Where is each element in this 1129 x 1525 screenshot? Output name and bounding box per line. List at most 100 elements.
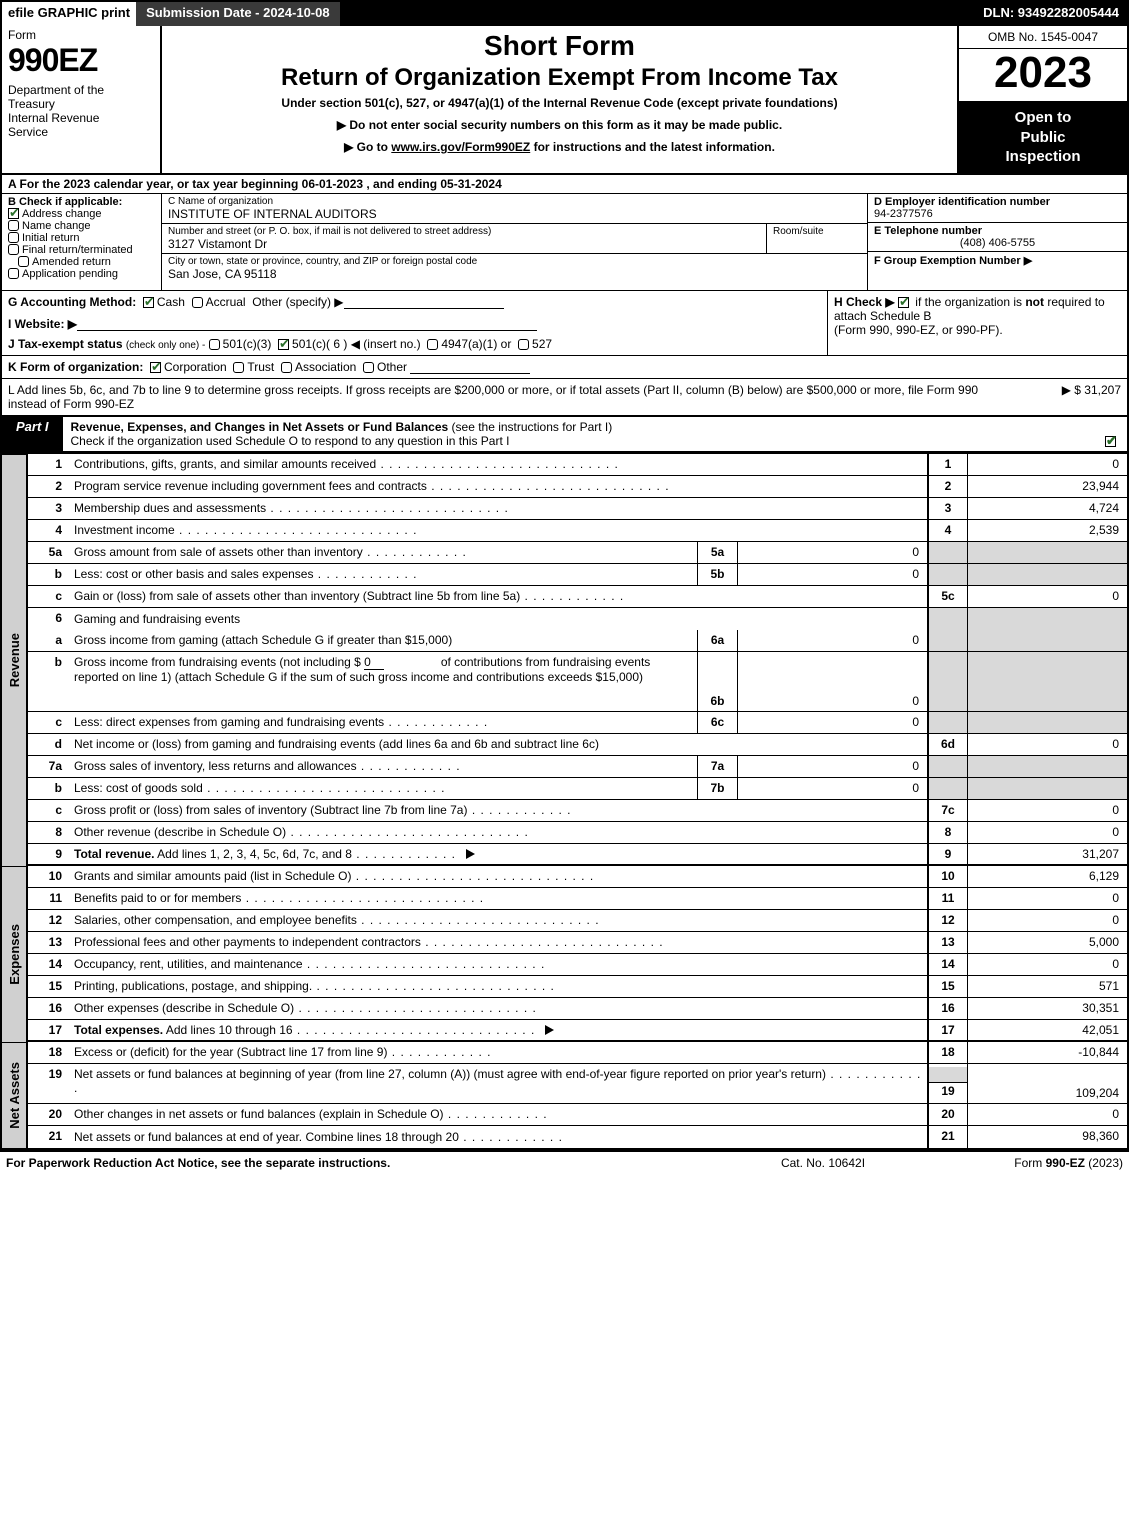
line-6b-contrib: 0: [364, 655, 384, 670]
line-7a-amount: 0: [737, 756, 927, 777]
efile-print-label[interactable]: efile GRAPHIC print: [2, 2, 136, 26]
chk-amended-return[interactable]: Amended return: [8, 256, 155, 268]
chk-trust[interactable]: [233, 362, 244, 373]
line-6c-amount: 0: [737, 712, 927, 733]
revenue-side-label: Revenue: [2, 454, 28, 866]
chk-other-org[interactable]: [363, 362, 374, 373]
chk-address-change[interactable]: Address change: [8, 208, 155, 220]
line-15-amount: 571: [967, 976, 1127, 997]
under-section: Under section 501(c), 527, or 4947(a)(1)…: [170, 96, 949, 110]
org-name-value: INSTITUTE OF INTERNAL AUDITORS: [168, 207, 861, 221]
line-6: 6 Gaming and fundraising events: [28, 608, 1127, 630]
city-label: City or town, state or province, country…: [168, 256, 861, 267]
group-exemption-cell: F Group Exemption Number ▶: [868, 252, 1127, 290]
chk-4947[interactable]: [427, 339, 438, 350]
line-13-amount: 5,000: [967, 932, 1127, 953]
line-9-amount: 31,207: [967, 844, 1127, 864]
form-ref: Form 990-EZ (2023): [923, 1156, 1123, 1170]
line-4-amount: 2,539: [967, 520, 1127, 541]
line-6c: c Less: direct expenses from gaming and …: [28, 712, 1127, 734]
line-15: 15 Printing, publications, postage, and …: [28, 976, 1127, 998]
line-21-amount: 98,360: [967, 1126, 1127, 1148]
line-9: 9 Total revenue. Add lines 1, 2, 3, 4, 5…: [28, 844, 1127, 866]
line-5b-amount: 0: [737, 564, 927, 585]
ein-value: 94-2377576: [874, 208, 1121, 220]
line-14-amount: 0: [967, 954, 1127, 975]
line-5a: 5a Gross amount from sale of assets othe…: [28, 542, 1127, 564]
line-2-amount: 23,944: [967, 476, 1127, 497]
chk-corporation[interactable]: [150, 362, 161, 373]
chk-association[interactable]: [281, 362, 292, 373]
chk-initial-return[interactable]: Initial return: [8, 232, 155, 244]
revenue-section: Revenue 1 Contributions, gifts, grants, …: [2, 452, 1127, 866]
line-8: 8 Other revenue (describe in Schedule O)…: [28, 822, 1127, 844]
line-17-amount: 42,051: [967, 1020, 1127, 1040]
line-g: G Accounting Method: Cash Accrual Other …: [2, 291, 827, 355]
street-value: 3127 Vistamont Dr: [168, 237, 760, 251]
line-a: A For the 2023 calendar year, or tax yea…: [2, 175, 1127, 194]
form-word: Form: [8, 28, 154, 42]
other-specify-field[interactable]: [344, 295, 504, 309]
line-21: 21 Net assets or fund balances at end of…: [28, 1126, 1127, 1148]
line-3: 3 Membership dues and assessments 3 4,72…: [28, 498, 1127, 520]
line-20: 20 Other changes in net assets or fund b…: [28, 1104, 1127, 1126]
line-5b: b Less: cost or other basis and sales ex…: [28, 564, 1127, 586]
ein-label: D Employer identification number: [874, 196, 1121, 208]
line-7a: 7a Gross sales of inventory, less return…: [28, 756, 1127, 778]
line-13: 13 Professional fees and other payments …: [28, 932, 1127, 954]
line-18-amount: -10,844: [967, 1042, 1127, 1063]
part1-title: Revenue, Expenses, and Changes in Net As…: [63, 416, 1127, 452]
room-cell: Room/suite: [767, 224, 867, 253]
part1-label: Part I: [2, 416, 63, 452]
omb-number: OMB No. 1545-0047: [959, 26, 1127, 49]
chk-schedule-o[interactable]: [1105, 436, 1116, 447]
chk-accrual[interactable]: [192, 297, 203, 308]
form-container: efile GRAPHIC print Submission Date - 20…: [0, 0, 1129, 1152]
line-10-amount: 6,129: [967, 866, 1127, 887]
chk-527[interactable]: [518, 339, 529, 350]
box-d-e-f: D Employer identification number 94-2377…: [867, 194, 1127, 290]
form-number: 990EZ: [8, 42, 154, 79]
line-12-amount: 0: [967, 910, 1127, 931]
line-16-amount: 30,351: [967, 998, 1127, 1019]
org-name-label: C Name of organization: [168, 196, 861, 207]
other-org-field[interactable]: [410, 360, 530, 374]
line-l: L Add lines 5b, 6c, and 7b to line 9 to …: [2, 379, 1127, 416]
chk-cash[interactable]: [143, 297, 154, 308]
expenses-section: Expenses 10 Grants and similar amounts p…: [2, 866, 1127, 1042]
line-11: 11 Benefits paid to or for members 11 0: [28, 888, 1127, 910]
dln-number: DLN: 93492282005444: [975, 2, 1127, 26]
tel-value: (408) 406-5755: [874, 237, 1121, 249]
header-center: Short Form Return of Organization Exempt…: [162, 26, 957, 173]
chk-final-return[interactable]: Final return/terminated: [8, 244, 155, 256]
line-i: I Website: ▶: [8, 317, 821, 331]
chk-501c[interactable]: [278, 339, 289, 350]
net-assets-body: 18 Excess or (deficit) for the year (Sub…: [28, 1042, 1127, 1148]
chk-name-change[interactable]: Name change: [8, 220, 155, 232]
tax-year: 2023: [959, 49, 1127, 102]
line-19: 19 Net assets or fund balances at beginn…: [28, 1064, 1127, 1104]
irs-link[interactable]: www.irs.gov/Form990EZ: [391, 140, 530, 154]
catalog-no: Cat. No. 10642I: [723, 1156, 923, 1170]
line-6d: d Net income or (loss) from gaming and f…: [28, 734, 1127, 756]
goto-line: ▶ Go to www.irs.gov/Form990EZ for instru…: [170, 140, 949, 154]
header-right: OMB No. 1545-0047 2023 Open toPublicInsp…: [957, 26, 1127, 173]
paperwork-notice: For Paperwork Reduction Act Notice, see …: [6, 1156, 723, 1170]
department-label: Department of theTreasuryInternal Revenu…: [8, 83, 154, 139]
arrow-icon: [466, 849, 475, 859]
line-6b: b Gross income from fundraising events (…: [28, 652, 1127, 712]
chk-application-pending[interactable]: Application pending: [8, 268, 155, 280]
net-assets-side-label: Net Assets: [2, 1042, 28, 1148]
chk-501c3[interactable]: [209, 339, 220, 350]
expenses-side-label: Expenses: [2, 866, 28, 1042]
website-field[interactable]: [77, 317, 537, 331]
street-row: Number and street (or P. O. box, if mail…: [162, 224, 867, 254]
short-form-title: Short Form: [170, 30, 949, 62]
line-18: 18 Excess or (deficit) for the year (Sub…: [28, 1042, 1127, 1064]
line-16: 16 Other expenses (describe in Schedule …: [28, 998, 1127, 1020]
line-l-amount: ▶ $ 31,207: [1001, 383, 1121, 411]
group-label: F Group Exemption Number ▶: [874, 255, 1032, 267]
chk-schedule-b[interactable]: [898, 297, 909, 308]
line-14: 14 Occupancy, rent, utilities, and maint…: [28, 954, 1127, 976]
submission-date: Submission Date - 2024-10-08: [136, 2, 340, 26]
